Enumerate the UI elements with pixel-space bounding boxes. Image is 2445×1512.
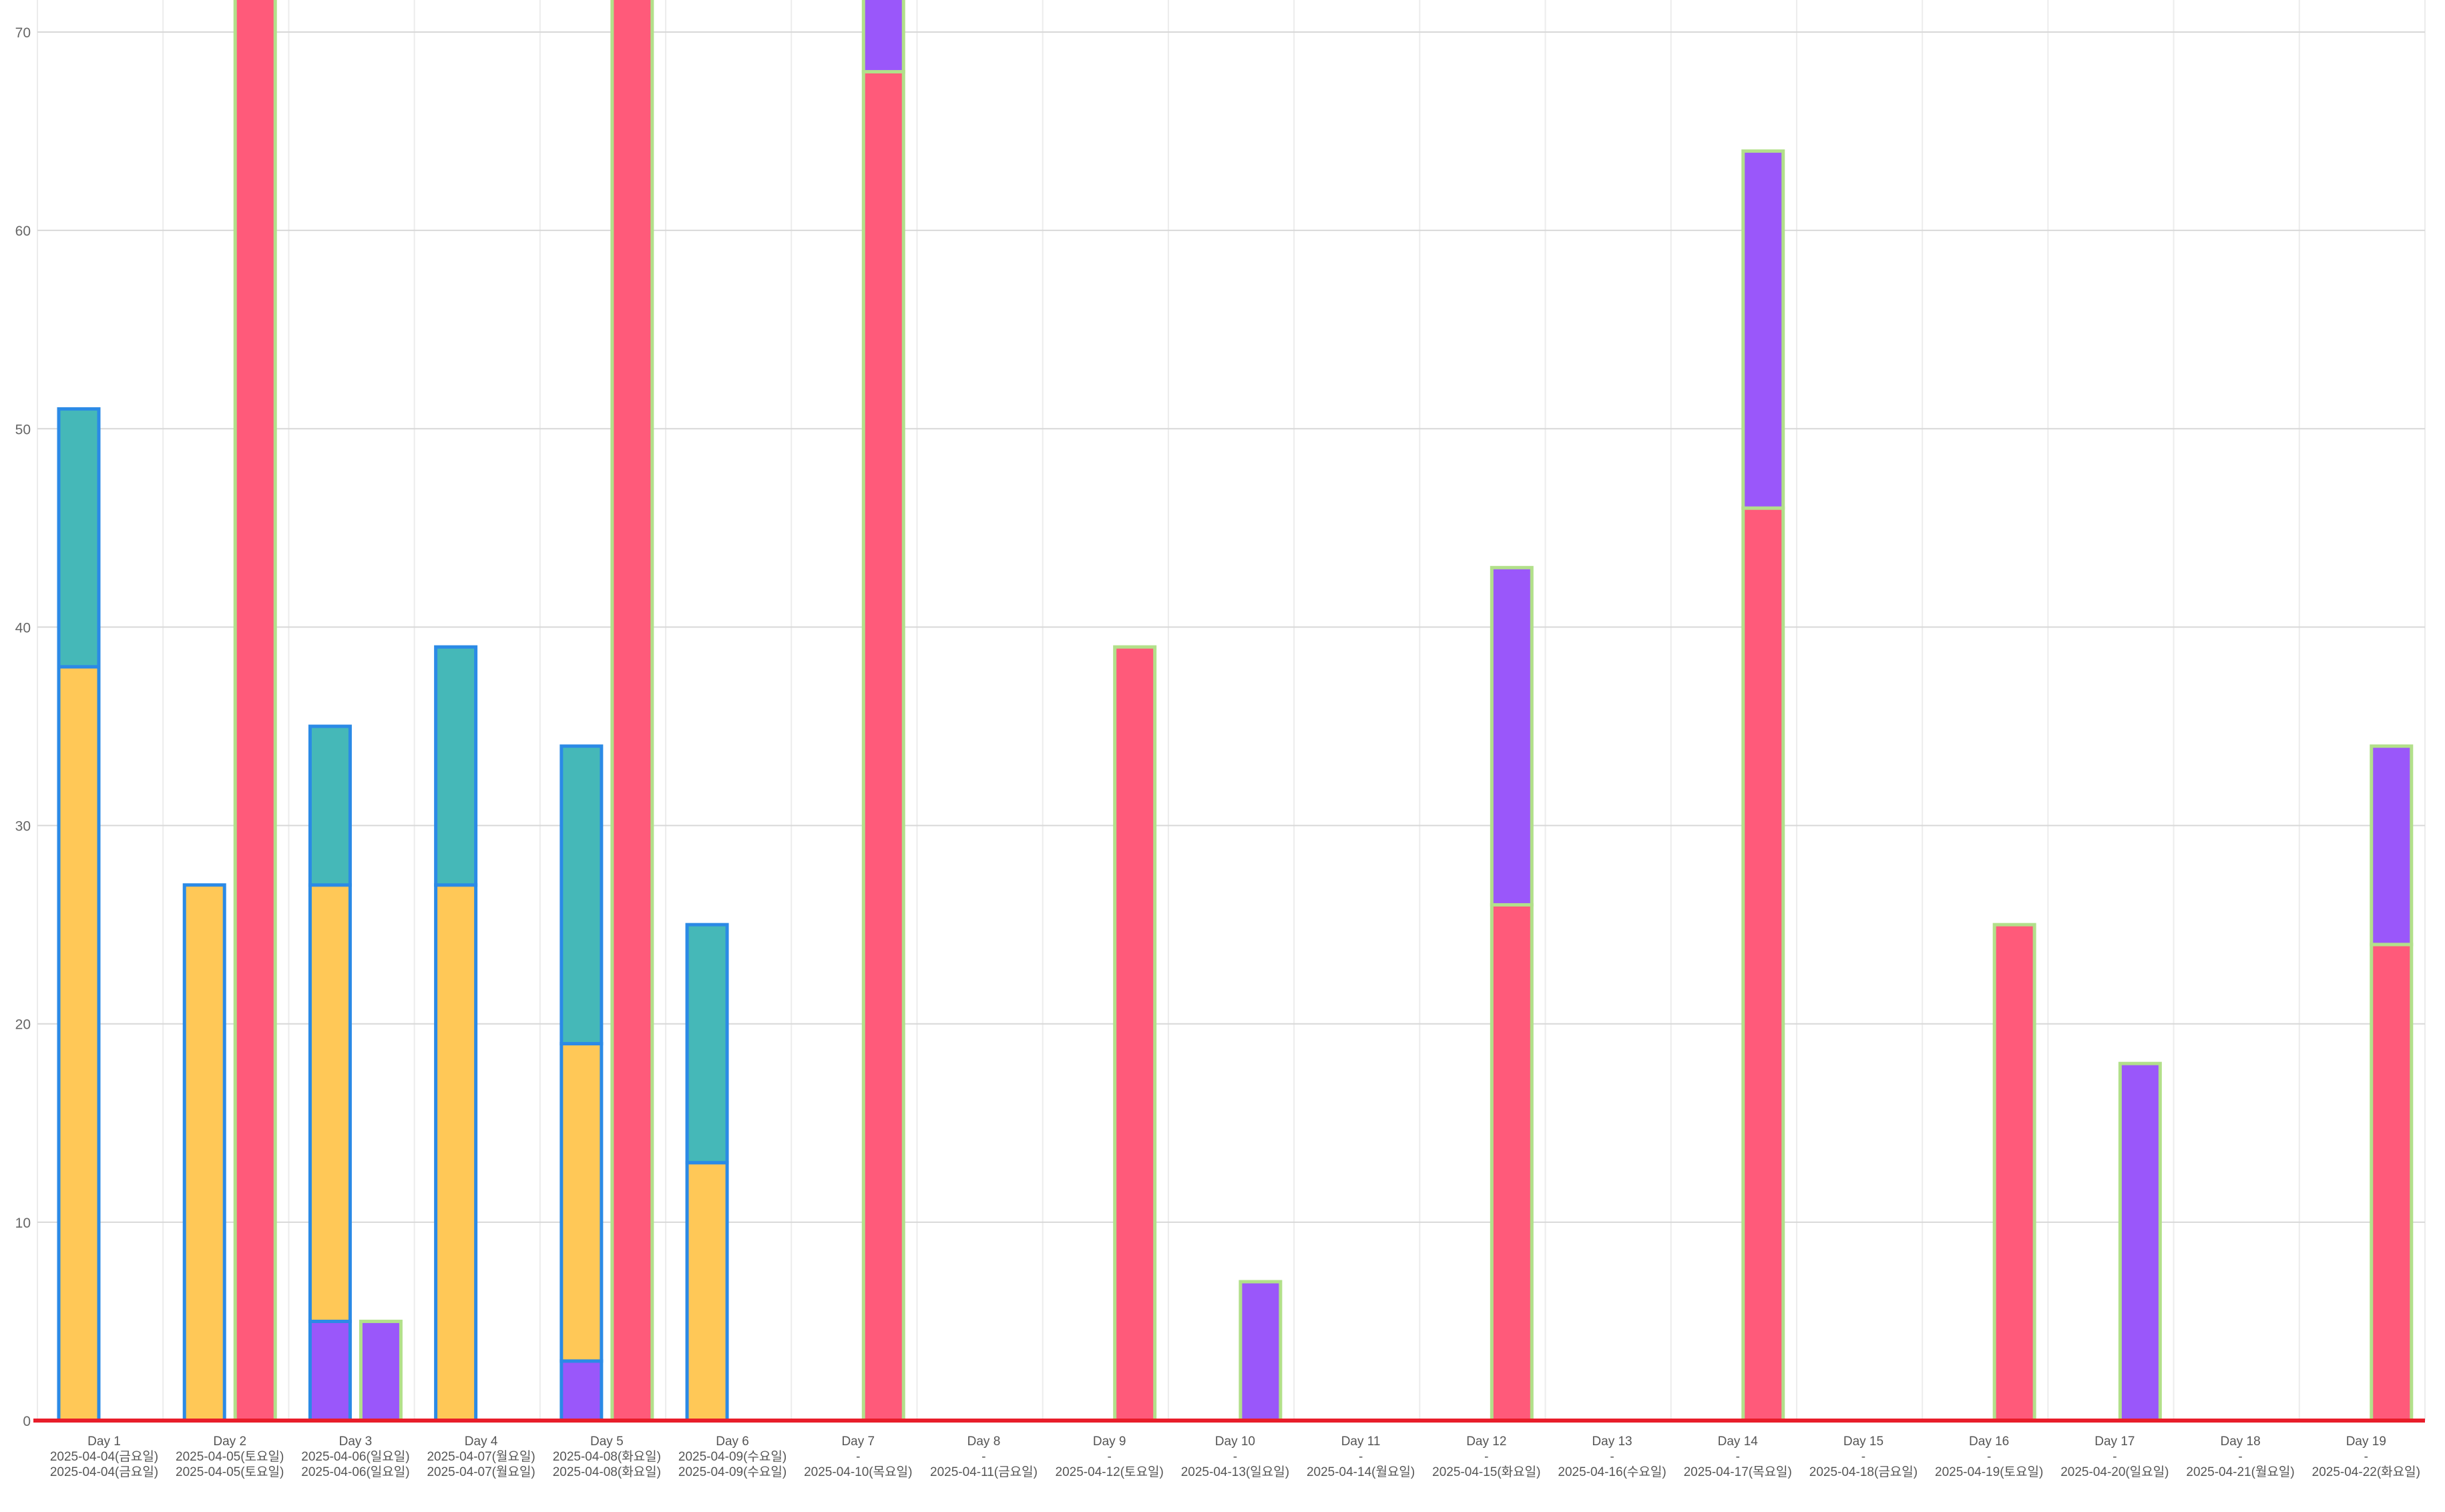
bar-segment <box>308 724 352 887</box>
x-tick-sublabel: 2025-04-04(금요일) <box>50 1449 158 1464</box>
x-tick-date: 2025-04-19(토요일) <box>1935 1465 2043 1479</box>
bar-segment <box>308 883 352 1323</box>
x-tick-sublabel: - <box>1233 1450 1237 1464</box>
bar-segment <box>2370 943 2414 1421</box>
x-tick-date: 2025-04-22(화요일) <box>2312 1465 2420 1479</box>
grid-layer <box>37 0 2426 1421</box>
y-tick-label: 30 <box>15 819 31 834</box>
bar-segment <box>1741 506 1785 1421</box>
bar-segment <box>57 407 101 669</box>
bars-layer <box>57 0 2414 1421</box>
x-tick-label: Day 3 <box>339 1435 373 1449</box>
y-tick-label: 10 <box>15 1216 31 1231</box>
y-tick-label: 60 <box>15 224 31 239</box>
x-tick-label: Day 8 <box>967 1435 1001 1449</box>
x-tick-date: 2025-04-09(수요일) <box>678 1465 787 1479</box>
x-tick-sublabel: 2025-04-09(수요일) <box>678 1449 787 1464</box>
x-tick-date: 2025-04-11(금요일) <box>930 1465 1038 1479</box>
x-tick-label: Day 16 <box>1969 1435 2009 1449</box>
x-tick-label: Day 14 <box>1718 1435 1759 1449</box>
x-tick-label: Day 1 <box>87 1435 121 1449</box>
bar-segment <box>233 0 277 1421</box>
bar-segment <box>1239 1280 1283 1421</box>
x-tick-date: 2025-04-06(일요일) <box>301 1465 409 1479</box>
x-tick-date: 2025-04-21(월요일) <box>2186 1465 2294 1479</box>
bar-segment <box>434 645 478 887</box>
x-tick-sublabel: - <box>2238 1450 2242 1464</box>
bar-segment <box>861 69 905 1421</box>
x-tick-label: Day 10 <box>1215 1435 1255 1449</box>
bar-segment <box>2118 1061 2162 1421</box>
bar-segment <box>560 744 604 1045</box>
x-tick-label: Day 11 <box>1341 1435 1381 1449</box>
x-tick-sublabel: 2025-04-08(화요일) <box>553 1449 661 1464</box>
x-tick-sublabel: - <box>1987 1450 1991 1464</box>
x-tick-label: Day 13 <box>1592 1435 1632 1449</box>
x-tick-date: 2025-04-16(수요일) <box>1558 1465 1666 1479</box>
x-tick-sublabel: - <box>1108 1450 1112 1464</box>
x-tick-label: Day 2 <box>213 1435 246 1449</box>
x-tick-label: Day 15 <box>1843 1435 1883 1449</box>
x-tick-date: 2025-04-12(토요일) <box>1056 1465 1164 1479</box>
bar-segment <box>1992 923 2036 1421</box>
x-tick-label: Day 19 <box>2346 1435 2386 1449</box>
x-tick-date: 2025-04-18(금요일) <box>1809 1465 1918 1479</box>
x-tick-date: 2025-04-15(화요일) <box>1432 1465 1540 1479</box>
x-tick-sublabel: 2025-04-07(월요일) <box>427 1449 535 1464</box>
x-tick-label: Day 9 <box>1093 1435 1126 1449</box>
bar-segment <box>1490 565 1534 907</box>
x-tick-label: Day 6 <box>716 1435 749 1449</box>
x-tick-date: 2025-04-13(일요일) <box>1181 1465 1289 1479</box>
bar-segment <box>57 665 101 1421</box>
bar-segment <box>2370 744 2414 947</box>
x-tick-sublabel: - <box>1610 1450 1614 1464</box>
bar-segment <box>610 0 654 1421</box>
x-tick-label: Day 4 <box>465 1435 498 1449</box>
y-tick-label: 40 <box>15 620 31 636</box>
x-tick-sublabel: - <box>1861 1450 1865 1464</box>
x-tick-sublabel: 2025-04-05(토요일) <box>176 1449 284 1464</box>
x-tick-label: Day 12 <box>1466 1435 1506 1449</box>
bar-segment <box>861 0 905 73</box>
y-tick-label: 50 <box>15 422 31 437</box>
bar-segment <box>308 1319 352 1421</box>
bar-segment <box>1741 149 1785 510</box>
x-tick-sublabel: - <box>981 1450 985 1464</box>
x-tick-date: 2025-04-14(월요일) <box>1307 1465 1415 1479</box>
x-tick-label: Day 18 <box>2220 1435 2260 1449</box>
x-tick-date: 2025-04-17(목요일) <box>1684 1465 1792 1479</box>
bar-segment <box>1113 645 1157 1421</box>
x-tick-date: 2025-04-07(월요일) <box>427 1465 535 1479</box>
x-tick-sublabel: - <box>2113 1450 2117 1464</box>
x-tick-sublabel: - <box>856 1450 860 1464</box>
x-tick-date: 2025-04-08(화요일) <box>553 1465 661 1479</box>
bar-segment <box>685 1161 729 1421</box>
bar-segment <box>182 883 226 1421</box>
y-tick-label: 0 <box>23 1414 31 1429</box>
bar-segment <box>685 923 729 1165</box>
x-tick-sublabel: - <box>1736 1450 1740 1464</box>
x-tick-sublabel: 2025-04-06(일요일) <box>301 1449 409 1464</box>
x-tick-sublabel: - <box>1359 1450 1363 1464</box>
x-tick-label: Day 17 <box>2094 1435 2135 1449</box>
x-tick-sublabel: - <box>1484 1450 1488 1464</box>
bar-segment <box>1490 903 1534 1421</box>
bar-segment <box>560 1041 604 1363</box>
x-tick-date: 2025-04-10(목요일) <box>804 1465 912 1479</box>
x-tick-label: Day 5 <box>590 1435 624 1449</box>
bar-segment <box>434 883 478 1421</box>
x-tick-label: Day 7 <box>841 1435 875 1449</box>
x-tick-date: 2025-04-04(금요일) <box>50 1465 158 1479</box>
x-tick-sublabel: - <box>2364 1450 2368 1464</box>
y-tick-label: 20 <box>15 1017 31 1033</box>
x-tick-date: 2025-04-05(토요일) <box>176 1465 284 1479</box>
y-tick-label: 70 <box>15 25 31 41</box>
x-tick-date: 2025-04-20(일요일) <box>2060 1465 2169 1479</box>
bar-segment <box>560 1359 604 1421</box>
bar-segment <box>359 1319 403 1421</box>
